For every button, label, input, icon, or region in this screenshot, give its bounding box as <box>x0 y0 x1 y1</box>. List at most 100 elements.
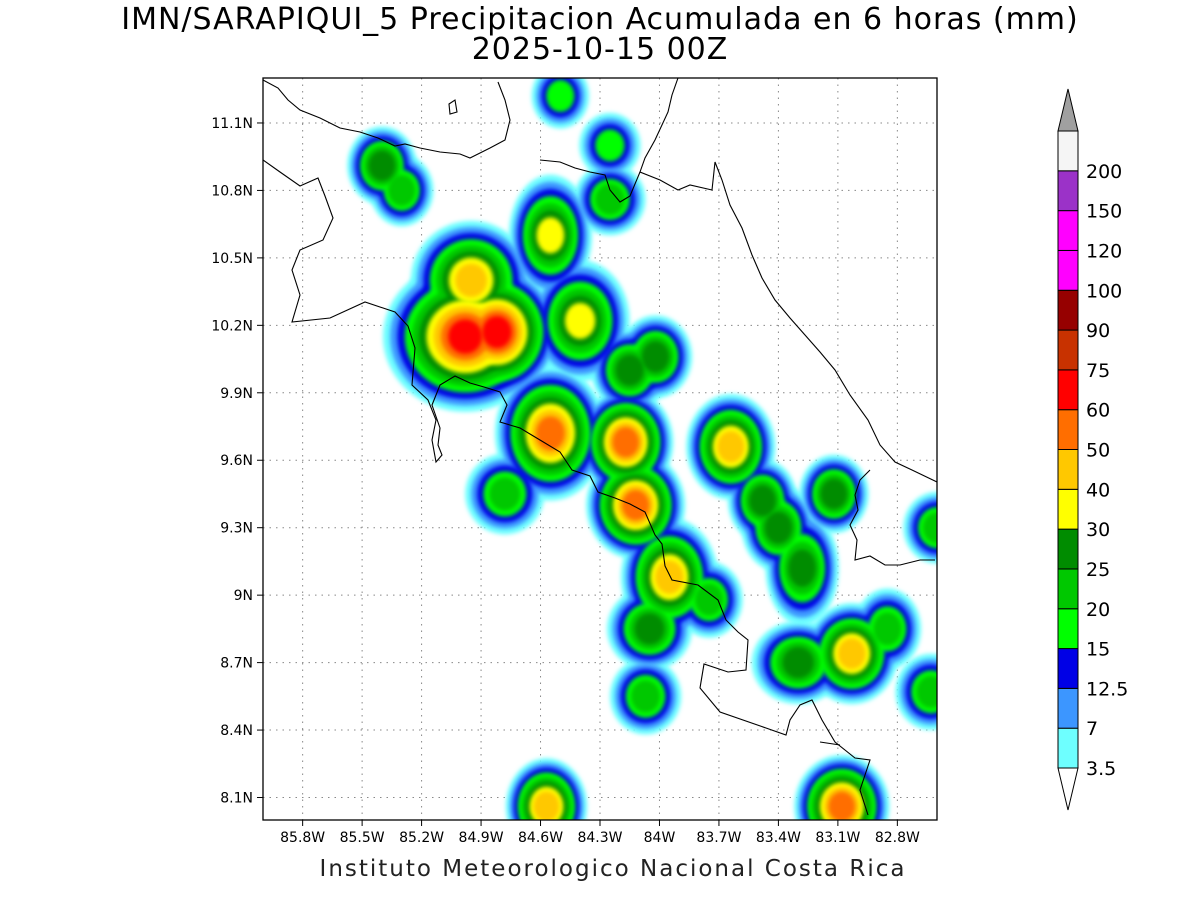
colorbar-label: 50 <box>1086 440 1110 462</box>
precip-contour <box>448 319 483 354</box>
precip-contour <box>828 791 856 820</box>
colorbar-swatch <box>1057 329 1079 371</box>
colorbar-swatch <box>1057 608 1079 650</box>
colorbar-swatch <box>1057 369 1079 411</box>
border-nicaragua <box>263 79 641 203</box>
colorbar-label: 150 <box>1086 201 1122 223</box>
colorbar-swatch <box>1057 170 1079 212</box>
precip-contour <box>535 416 565 451</box>
lon-tick-label: 83.1W <box>815 830 860 846</box>
coastline-caribbean <box>639 78 937 483</box>
colorbar-swatch <box>1057 449 1079 490</box>
precip-contour <box>820 478 848 510</box>
lon-tick-label: 82.8W <box>875 830 920 846</box>
lon-tick-label: 83.7W <box>696 830 741 846</box>
precip-contour <box>641 341 670 373</box>
precip-contour <box>764 511 793 544</box>
precip-contour <box>873 612 902 646</box>
lat-tick-label: 9.3N <box>220 521 253 537</box>
coastlines-borders <box>263 78 937 816</box>
lat-tick-label: 8.1N <box>220 791 253 807</box>
map-title: IMN/SARAPIQUI_5 Precipitacion Acumulada … <box>121 2 1079 37</box>
colorbar-swatch <box>1057 249 1079 291</box>
colorbar-over-triangle <box>1057 88 1079 132</box>
precip-contour <box>634 613 665 645</box>
precip-contour <box>546 79 575 113</box>
colorbar-label: 90 <box>1086 320 1110 342</box>
precip-contour <box>655 560 684 594</box>
colorbar-label: 12.5 <box>1086 678 1128 700</box>
colorbar-under-triangle <box>1057 767 1079 811</box>
precip-contour <box>694 583 724 616</box>
colorbar-label: 7 <box>1086 718 1098 740</box>
lat-tick-label: 10.2N <box>211 318 253 334</box>
colorbar-swatch <box>1057 687 1079 729</box>
colorbar-label: 75 <box>1086 360 1110 382</box>
lat-tick-label: 11.1N <box>211 116 253 132</box>
colorbar-swatch <box>1057 528 1079 570</box>
colorbar-swatch <box>1057 130 1079 172</box>
lat-tick-label: 9.9N <box>220 386 253 402</box>
lat-tick-label: 8.4N <box>220 723 253 739</box>
lon-tick-label: 85.2W <box>399 830 444 846</box>
colorbar-swatch <box>1057 568 1079 610</box>
lon-tick-label: 85.8W <box>280 830 325 846</box>
precip-contour <box>595 183 625 215</box>
island-marker <box>448 99 458 115</box>
precip-contour <box>482 315 512 349</box>
colorbar-label: 30 <box>1086 519 1110 541</box>
precip-contour <box>368 150 396 181</box>
precip-contour <box>782 646 814 679</box>
colorbar-label: 60 <box>1086 400 1110 422</box>
precip-contour <box>621 489 650 521</box>
colorbar-swatch <box>1057 727 1079 769</box>
precip-contour <box>916 675 937 708</box>
precip-contour <box>922 512 937 544</box>
lon-tick-label: 85.5W <box>340 830 385 846</box>
colorbar-label: 20 <box>1086 599 1110 621</box>
precip-contour <box>455 263 488 298</box>
footer-credit: Instituto Meteorologico Nacional Costa R… <box>319 856 907 882</box>
colorbar-label: 40 <box>1086 479 1110 501</box>
colorbar: 3.5 7 12.5 15 20 25 30 40 50 60 75 90 100 120 150 200 <box>1057 88 1128 811</box>
precip-contour <box>788 549 817 587</box>
border-panama <box>819 469 935 746</box>
precip-contour <box>489 477 521 511</box>
colorbar-swatch <box>1057 210 1079 251</box>
lat-tick-label: 9N <box>234 588 253 604</box>
colorbar-label: 25 <box>1086 559 1110 581</box>
precip-contour <box>388 174 416 206</box>
map-valid-time: 2025-10-15 00Z <box>471 32 729 67</box>
lon-tick-label: 84.6W <box>518 830 563 846</box>
precip-contour <box>749 485 776 517</box>
lat-tick-label: 10.8N <box>211 183 253 199</box>
lon-tick-label: 83.4W <box>756 830 801 846</box>
lon-tick-label: 84.9W <box>459 830 504 846</box>
lat-tick-label: 8.7N <box>220 656 253 672</box>
lon-tick-label: 84W <box>644 830 676 846</box>
precip-contour <box>717 430 745 463</box>
precip-contour <box>595 129 625 162</box>
precip-contour <box>564 302 596 339</box>
colorbar-label: 120 <box>1086 240 1122 262</box>
precip-contour <box>630 680 661 713</box>
precip-contour <box>837 638 866 670</box>
axis-ticks: 11.1N 10.8N 10.5N 10.2N 9.9N 9.6N 9.3N 9N 8.7N 8.… <box>211 116 920 846</box>
colorbar-label: 3.5 <box>1086 758 1116 780</box>
precipitation-field <box>347 78 937 820</box>
lon-tick-label: 84.3W <box>577 830 622 846</box>
precip-contour <box>612 427 640 458</box>
colorbar-swatch <box>1057 648 1079 689</box>
colorbar-label: 15 <box>1086 639 1110 661</box>
precip-contour <box>536 217 565 254</box>
colorbar-swatch <box>1057 409 1079 450</box>
coastline-pacific-north <box>263 159 871 816</box>
precip-contour <box>615 354 644 386</box>
lat-tick-label: 10.5N <box>211 251 253 267</box>
colorbar-label: 200 <box>1086 161 1122 183</box>
colorbar-swatch <box>1057 488 1079 530</box>
precip-contour <box>533 791 560 820</box>
colorbar-label: 100 <box>1086 280 1122 302</box>
lat-tick-label: 9.6N <box>220 453 253 469</box>
